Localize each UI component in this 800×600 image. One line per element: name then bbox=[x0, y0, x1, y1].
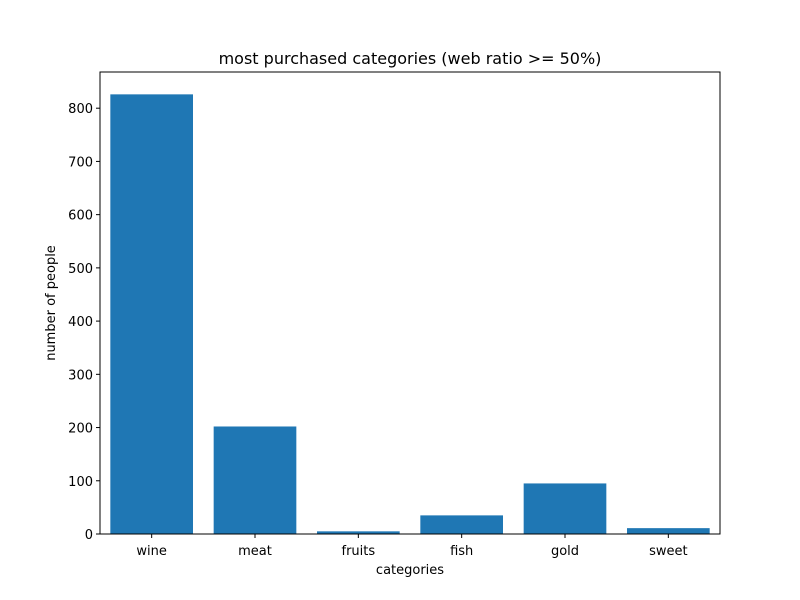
y-tick-label: 600 bbox=[68, 209, 93, 224]
bar-gold bbox=[523, 483, 607, 534]
x-tick-label: fruits bbox=[342, 544, 376, 559]
x-tick-label: wine bbox=[136, 544, 166, 559]
y-axis-ticks: 0 100 200 300 400 500 600 700 800 bbox=[68, 102, 100, 543]
x-tick-label: sweet bbox=[649, 544, 688, 559]
x-tick-label: gold bbox=[551, 544, 579, 559]
bar-wine bbox=[110, 94, 193, 535]
y-tick-label: 500 bbox=[68, 262, 93, 277]
y-tick-label: 100 bbox=[68, 475, 93, 490]
bar-meat bbox=[213, 426, 297, 534]
y-axis-label: number of people bbox=[44, 245, 59, 361]
bar-sweet bbox=[627, 528, 710, 534]
chart-title: most purchased categories (web ratio >= … bbox=[219, 49, 602, 68]
y-tick-label: 200 bbox=[68, 422, 93, 437]
y-tick-label: 700 bbox=[68, 155, 93, 170]
y-tick-label: 0 bbox=[85, 528, 93, 543]
y-tick-label: 300 bbox=[68, 368, 93, 383]
x-axis-label: categories bbox=[376, 563, 444, 578]
y-tick-label: 800 bbox=[68, 102, 93, 117]
x-tick-label: meat bbox=[238, 544, 272, 559]
x-axis-ticks: wine meat fruits fish gold sweet bbox=[136, 534, 688, 559]
y-tick-label: 400 bbox=[68, 315, 93, 330]
bars-group bbox=[110, 94, 710, 535]
bar-fruits bbox=[317, 531, 400, 534]
x-tick-label: fish bbox=[450, 544, 473, 559]
plot-frame bbox=[99, 71, 721, 535]
bar-fish bbox=[420, 515, 503, 534]
